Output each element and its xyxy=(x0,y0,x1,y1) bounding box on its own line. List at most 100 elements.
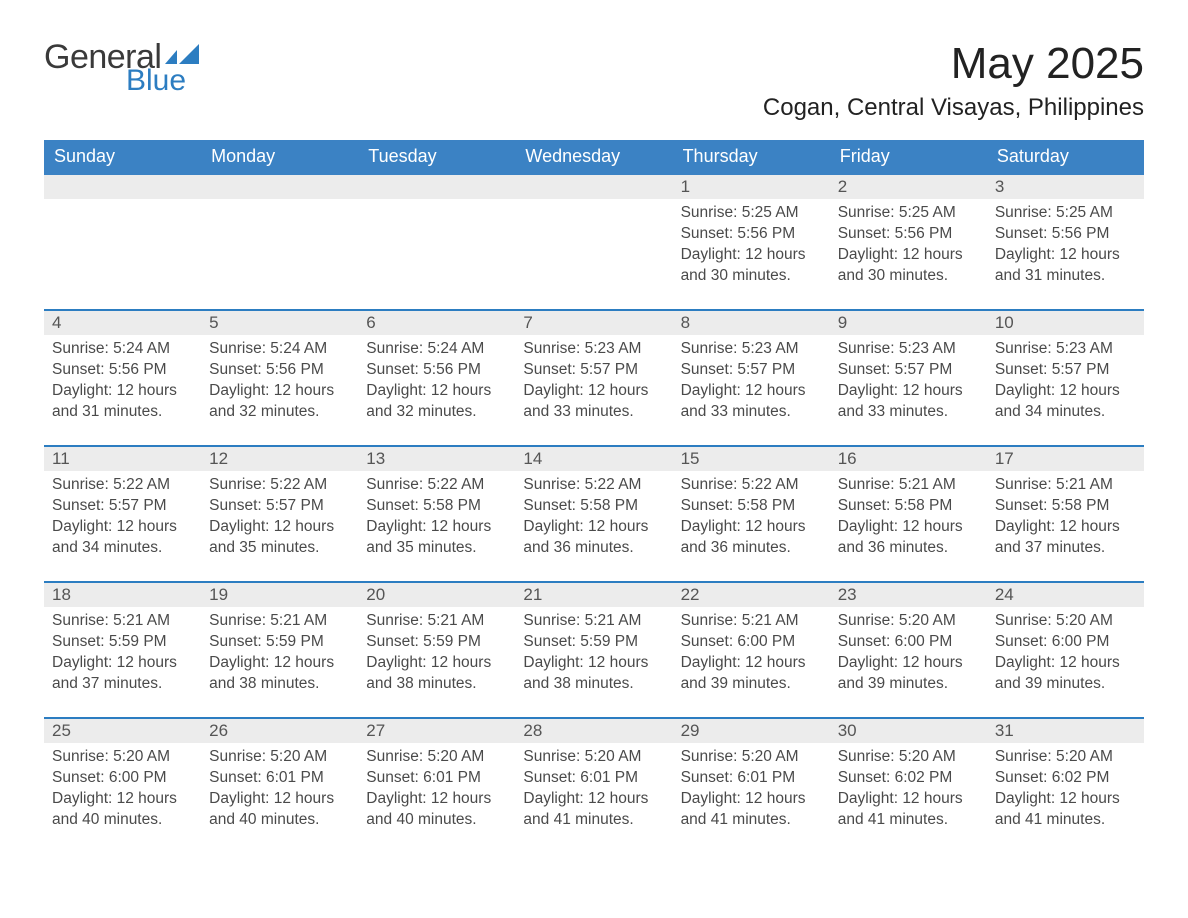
day-number: 2 xyxy=(830,175,987,199)
daylight-line: Daylight: 12 hours and 34 minutes. xyxy=(52,517,193,559)
day-body: Sunrise: 5:22 AMSunset: 5:58 PMDaylight:… xyxy=(358,471,515,563)
day-body: Sunrise: 5:20 AMSunset: 6:00 PMDaylight:… xyxy=(987,607,1144,699)
daylight-line: Daylight: 12 hours and 40 minutes. xyxy=(366,789,507,831)
day-body: Sunrise: 5:23 AMSunset: 5:57 PMDaylight:… xyxy=(515,335,672,427)
daylight-line: Daylight: 12 hours and 38 minutes. xyxy=(523,653,664,695)
sunrise-line: Sunrise: 5:24 AM xyxy=(52,339,193,360)
day-number xyxy=(358,175,515,199)
day-number: 1 xyxy=(673,175,830,199)
day-number: 31 xyxy=(987,719,1144,743)
sunrise-line: Sunrise: 5:22 AM xyxy=(523,475,664,496)
sunset-line: Sunset: 6:01 PM xyxy=(523,768,664,789)
calendar-day-cell xyxy=(515,175,672,295)
day-body: Sunrise: 5:20 AMSunset: 6:02 PMDaylight:… xyxy=(830,743,987,835)
sunset-line: Sunset: 5:56 PM xyxy=(995,224,1136,245)
calendar-day-cell: 27 Sunrise: 5:20 AMSunset: 6:01 PMDayligh… xyxy=(358,719,515,839)
sunrise-line: Sunrise: 5:21 AM xyxy=(209,611,350,632)
sunrise-line: Sunrise: 5:24 AM xyxy=(209,339,350,360)
sunset-line: Sunset: 5:59 PM xyxy=(209,632,350,653)
sunrise-line: Sunrise: 5:21 AM xyxy=(52,611,193,632)
day-body: Sunrise: 5:24 AMSunset: 5:56 PMDaylight:… xyxy=(201,335,358,427)
day-number: 27 xyxy=(358,719,515,743)
weekday-header-cell: Wednesday xyxy=(515,140,672,175)
day-body: Sunrise: 5:22 AMSunset: 5:57 PMDaylight:… xyxy=(44,471,201,563)
calendar-week: 11Sunrise: 5:22 AMSunset: 5:57 PMDayligh… xyxy=(44,445,1144,567)
daylight-line: Daylight: 12 hours and 32 minutes. xyxy=(209,381,350,423)
day-body: Sunrise: 5:21 AMSunset: 5:59 PMDaylight:… xyxy=(44,607,201,699)
calendar-day-cell: 6Sunrise: 5:24 AMSunset: 5:56 PMDaylight… xyxy=(358,311,515,431)
day-body: Sunrise: 5:20 AMSunset: 6:00 PMDaylight:… xyxy=(44,743,201,835)
sunset-line: Sunset: 6:00 PM xyxy=(681,632,822,653)
sunset-line: Sunset: 5:56 PM xyxy=(52,360,193,381)
calendar-day-cell: 9Sunrise: 5:23 AMSunset: 5:57 PMDaylight… xyxy=(830,311,987,431)
day-number: 15 xyxy=(673,447,830,471)
sunrise-line: Sunrise: 5:25 AM xyxy=(995,203,1136,224)
sunrise-line: Sunrise: 5:20 AM xyxy=(995,611,1136,632)
day-body: Sunrise: 5:21 AMSunset: 5:58 PMDaylight:… xyxy=(830,471,987,563)
sunrise-line: Sunrise: 5:20 AM xyxy=(523,747,664,768)
daylight-line: Daylight: 12 hours and 33 minutes. xyxy=(681,381,822,423)
day-number: 11 xyxy=(44,447,201,471)
sunset-line: Sunset: 6:00 PM xyxy=(52,768,193,789)
calendar-week: 18Sunrise: 5:21 AMSunset: 5:59 PMDayligh… xyxy=(44,581,1144,703)
sunrise-line: Sunrise: 5:25 AM xyxy=(838,203,979,224)
sunset-line: Sunset: 6:01 PM xyxy=(209,768,350,789)
day-body: Sunrise: 5:21 AMSunset: 5:58 PMDaylight:… xyxy=(987,471,1144,563)
day-body: Sunrise: 5:20 AMSunset: 6:01 PMDaylight:… xyxy=(515,743,672,835)
day-number: 28 xyxy=(515,719,672,743)
day-number: 20 xyxy=(358,583,515,607)
sunset-line: Sunset: 6:01 PM xyxy=(366,768,507,789)
day-number: 19 xyxy=(201,583,358,607)
sunrise-line: Sunrise: 5:22 AM xyxy=(52,475,193,496)
sunset-line: Sunset: 5:56 PM xyxy=(366,360,507,381)
day-number: 24 xyxy=(987,583,1144,607)
calendar-day-cell: 12Sunrise: 5:22 AMSunset: 5:57 PMDayligh… xyxy=(201,447,358,567)
sunset-line: Sunset: 5:57 PM xyxy=(523,360,664,381)
day-body: Sunrise: 5:22 AMSunset: 5:58 PMDaylight:… xyxy=(673,471,830,563)
daylight-line: Daylight: 12 hours and 39 minutes. xyxy=(681,653,822,695)
daylight-line: Daylight: 12 hours and 30 minutes. xyxy=(681,245,822,287)
sunrise-line: Sunrise: 5:20 AM xyxy=(52,747,193,768)
daylight-line: Daylight: 12 hours and 30 minutes. xyxy=(838,245,979,287)
sunrise-line: Sunrise: 5:23 AM xyxy=(838,339,979,360)
calendar-day-cell: 31Sunrise: 5:20 AMSunset: 6:02 PMDayligh… xyxy=(987,719,1144,839)
daylight-line: Daylight: 12 hours and 36 minutes. xyxy=(838,517,979,559)
day-body: Sunrise: 5:22 AMSunset: 5:57 PMDaylight:… xyxy=(201,471,358,563)
calendar-day-cell: 23Sunrise: 5:20 AMSunset: 6:00 PMDayligh… xyxy=(830,583,987,703)
sunrise-line: Sunrise: 5:20 AM xyxy=(366,747,507,768)
sunrise-line: Sunrise: 5:23 AM xyxy=(681,339,822,360)
daylight-line: Daylight: 12 hours and 36 minutes. xyxy=(523,517,664,559)
day-body: Sunrise: 5:20 AMSunset: 6:01 PMDaylight:… xyxy=(673,743,830,835)
sunrise-line: Sunrise: 5:21 AM xyxy=(838,475,979,496)
sunset-line: Sunset: 5:59 PM xyxy=(366,632,507,653)
daylight-line: Daylight: 12 hours and 39 minutes. xyxy=(995,653,1136,695)
calendar: SundayMondayTuesdayWednesdayThursdayFrid… xyxy=(44,140,1144,839)
day-number: 3 xyxy=(987,175,1144,199)
sunrise-line: Sunrise: 5:25 AM xyxy=(681,203,822,224)
sunrise-line: Sunrise: 5:23 AM xyxy=(523,339,664,360)
day-number: 18 xyxy=(44,583,201,607)
weekday-header-cell: Monday xyxy=(201,140,358,175)
sunrise-line: Sunrise: 5:21 AM xyxy=(995,475,1136,496)
calendar-day-cell: 19Sunrise: 5:21 AMSunset: 5:59 PMDayligh… xyxy=(201,583,358,703)
day-body: Sunrise: 5:25 AMSunset: 5:56 PMDaylight:… xyxy=(830,199,987,291)
sunset-line: Sunset: 5:59 PM xyxy=(52,632,193,653)
calendar-day-cell xyxy=(358,175,515,295)
daylight-line: Daylight: 12 hours and 41 minutes. xyxy=(838,789,979,831)
sunrise-line: Sunrise: 5:20 AM xyxy=(838,611,979,632)
daylight-line: Daylight: 12 hours and 40 minutes. xyxy=(209,789,350,831)
daylight-line: Daylight: 12 hours and 33 minutes. xyxy=(838,381,979,423)
day-number: 13 xyxy=(358,447,515,471)
calendar-day-cell: 18Sunrise: 5:21 AMSunset: 5:59 PMDayligh… xyxy=(44,583,201,703)
sunset-line: Sunset: 5:56 PM xyxy=(209,360,350,381)
day-number: 7 xyxy=(515,311,672,335)
sunset-line: Sunset: 5:57 PM xyxy=(209,496,350,517)
calendar-week: 4Sunrise: 5:24 AMSunset: 5:56 PMDaylight… xyxy=(44,309,1144,431)
calendar-day-cell: 24Sunrise: 5:20 AMSunset: 6:00 PMDayligh… xyxy=(987,583,1144,703)
daylight-line: Daylight: 12 hours and 41 minutes. xyxy=(681,789,822,831)
sunset-line: Sunset: 5:58 PM xyxy=(366,496,507,517)
day-number: 16 xyxy=(830,447,987,471)
sunset-line: Sunset: 5:57 PM xyxy=(52,496,193,517)
sunset-line: Sunset: 6:01 PM xyxy=(681,768,822,789)
day-number xyxy=(44,175,201,199)
